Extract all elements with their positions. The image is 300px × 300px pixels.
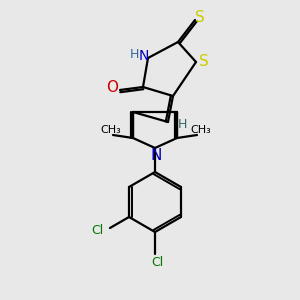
Text: H: H [129, 47, 139, 61]
Text: S: S [199, 55, 209, 70]
Text: N: N [139, 49, 149, 63]
Text: Cl: Cl [91, 224, 103, 236]
Text: O: O [106, 80, 118, 95]
Text: CH₃: CH₃ [190, 125, 212, 135]
Text: N: N [150, 148, 162, 164]
Text: CH₃: CH₃ [100, 125, 122, 135]
Text: H: H [177, 118, 187, 130]
Text: S: S [195, 11, 205, 26]
Text: Cl: Cl [151, 256, 163, 269]
